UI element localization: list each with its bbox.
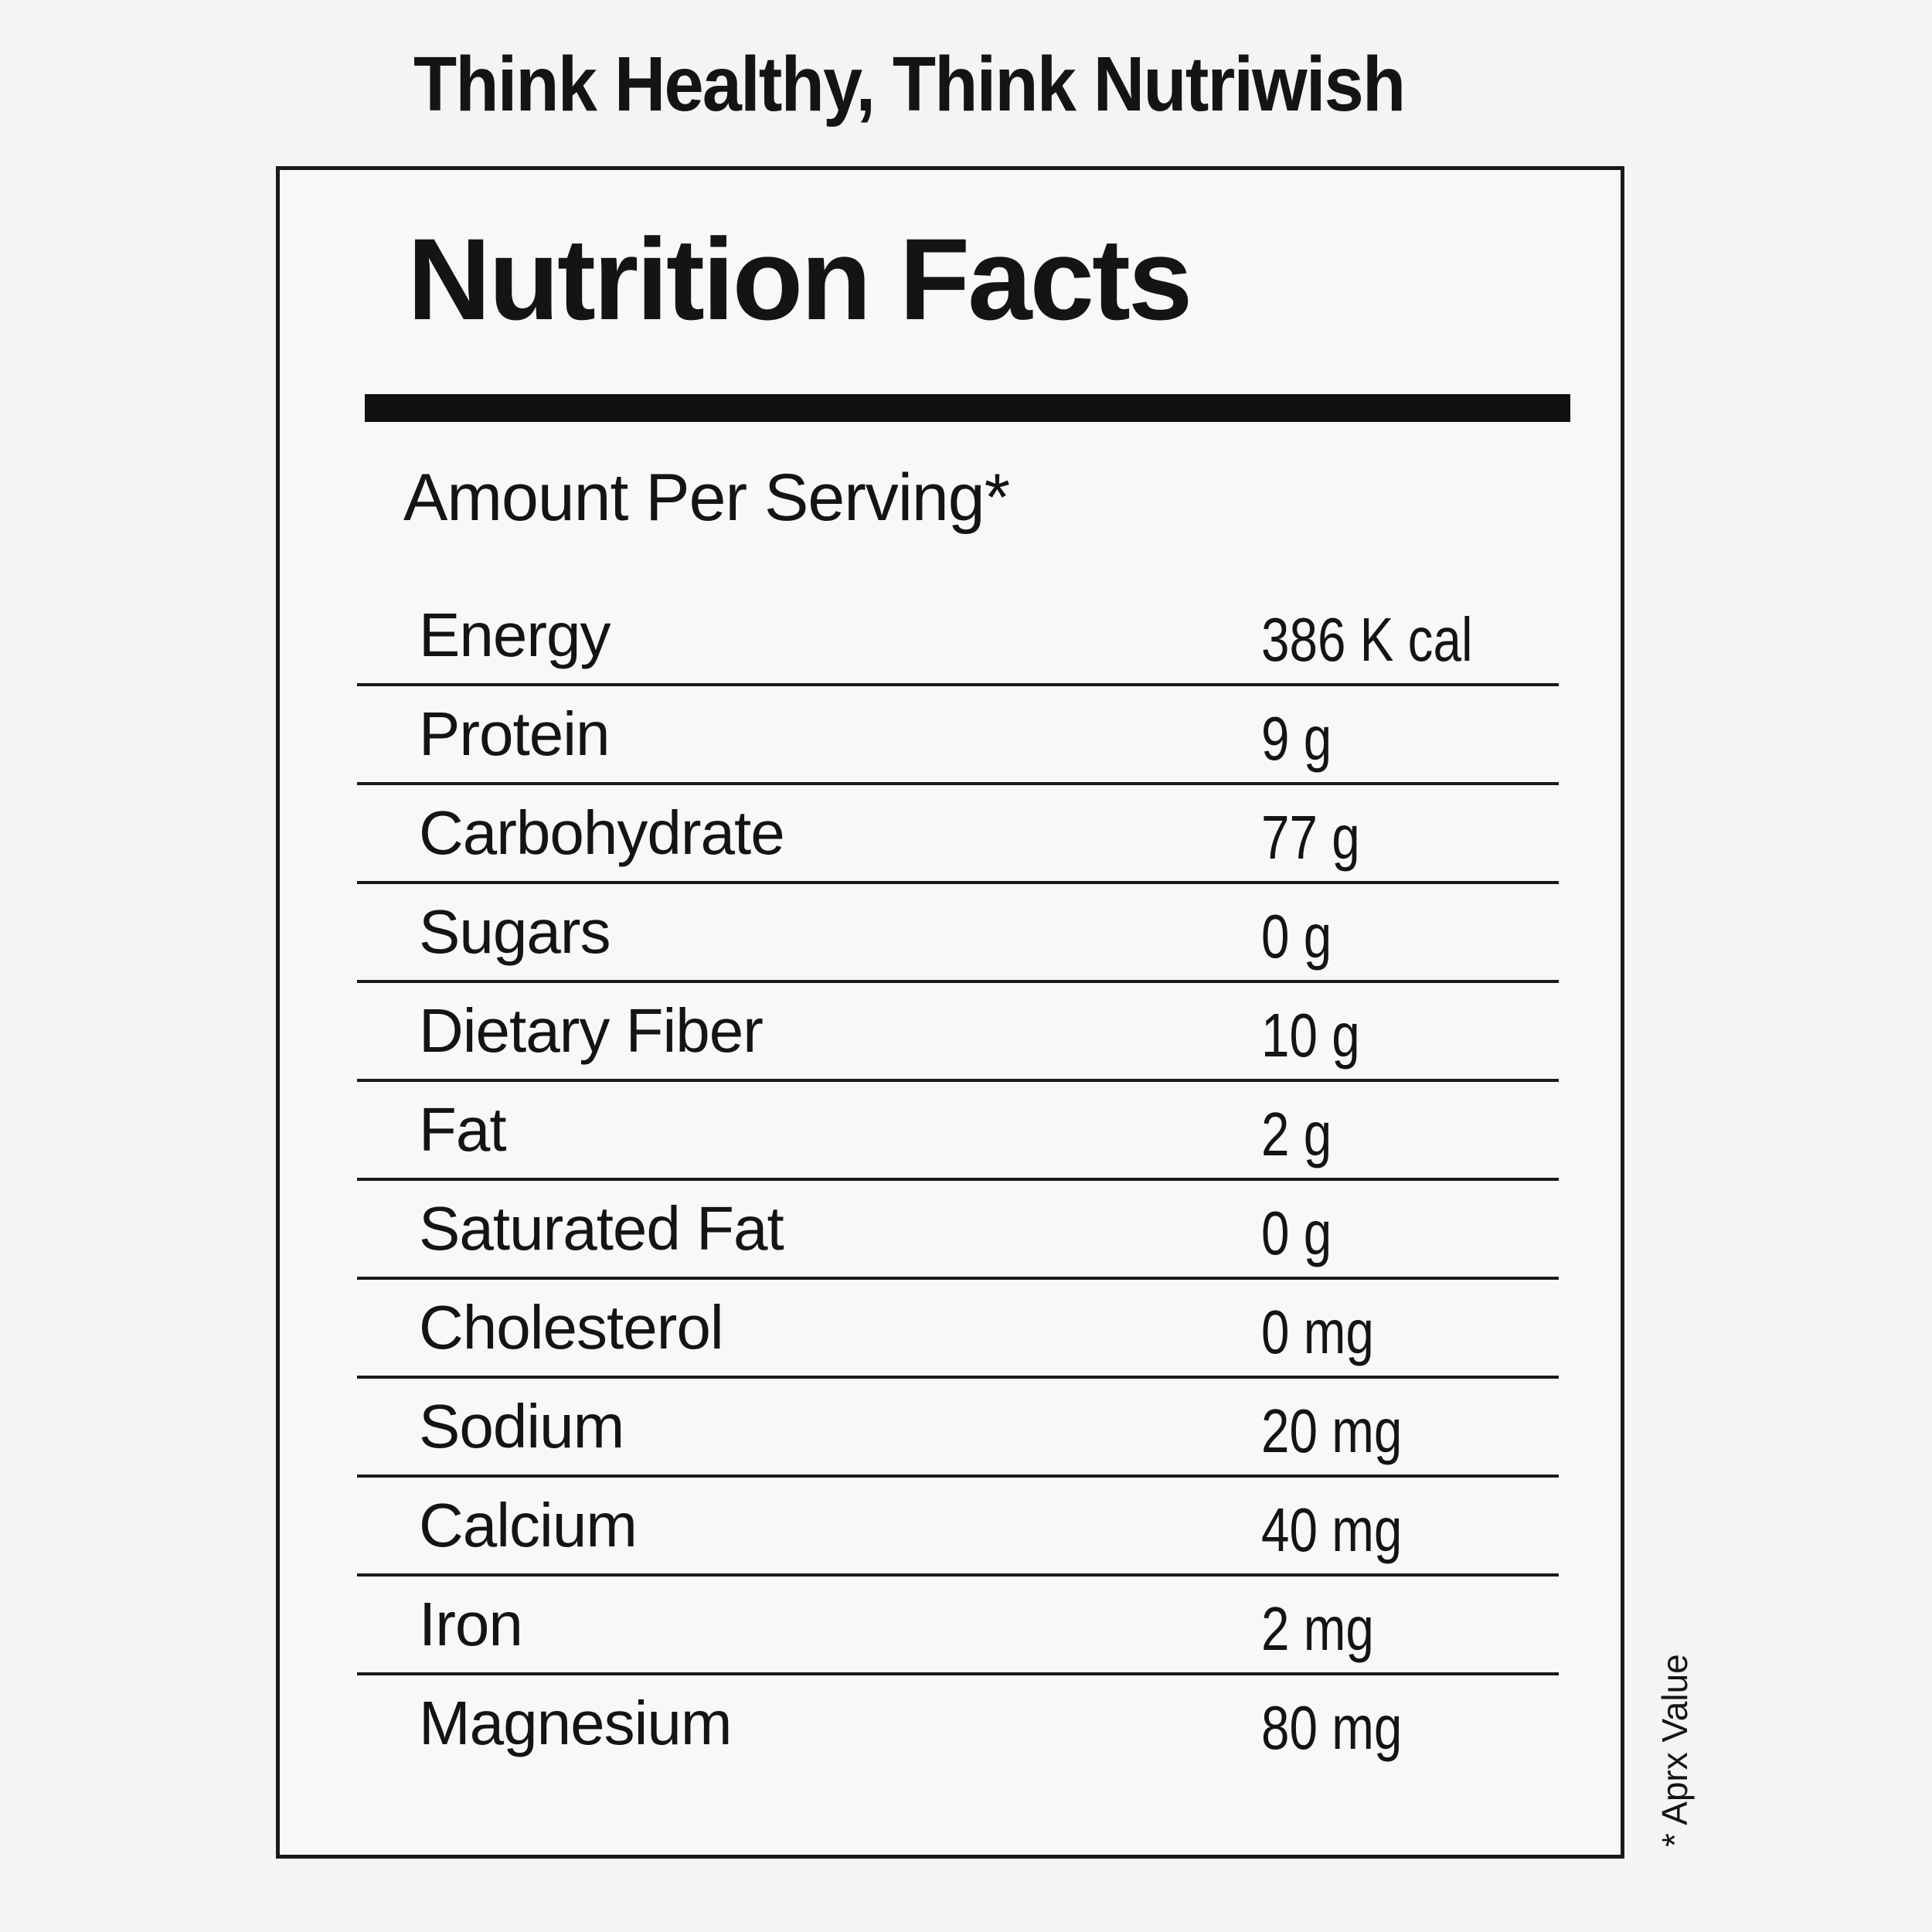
nutrient-name: Protein (419, 699, 610, 768)
nutrient-row-sodium: Sodium 20 mg (357, 1379, 1559, 1478)
nutrient-row-cholesterol: Cholesterol 0 mg (357, 1280, 1559, 1379)
nutrient-name: Calcium (419, 1491, 638, 1560)
nutrient-row-saturated-fat: Saturated Fat 0 g (357, 1181, 1559, 1280)
nutrient-value: 77 g (1261, 803, 1360, 872)
nutrient-value: 2 mg (1261, 1594, 1374, 1663)
nutrition-facts-title: Nutrition Facts (407, 214, 1192, 344)
nutrient-row-magnesium: Magnesium 80 mg (357, 1675, 1559, 1774)
nutrient-value: 10 g (1261, 1001, 1360, 1070)
nutrient-value: 0 mg (1261, 1298, 1374, 1366)
nutrient-name: Saturated Fat (419, 1194, 784, 1263)
nutrient-row-dietary-fiber: Dietary Fiber 10 g (357, 983, 1559, 1082)
nutrient-value: 80 mg (1261, 1693, 1403, 1762)
nutrient-row-energy: Energy 386 K cal (357, 587, 1559, 686)
nutrient-table: Energy 386 K cal Protein 9 g Carbohydrat… (357, 587, 1559, 1774)
approx-value-footnote: * Aprx Value (1655, 1654, 1695, 1847)
nutrient-row-iron: Iron 2 mg (357, 1577, 1559, 1675)
nutrient-row-fat: Fat 2 g (357, 1082, 1559, 1181)
nutrient-name: Iron (419, 1590, 523, 1658)
nutrient-name: Magnesium (419, 1689, 733, 1757)
nutrition-facts-panel: Nutrition Facts Amount Per Serving* Ener… (276, 166, 1624, 1859)
nutrient-row-sugars: Sugars 0 g (357, 884, 1559, 983)
nutrient-name: Fat (419, 1095, 507, 1164)
nutrient-name: Sugars (419, 897, 611, 966)
nutrient-value: 0 g (1261, 1199, 1332, 1267)
heavy-divider (365, 394, 1570, 422)
nutrient-name: Energy (419, 600, 611, 669)
nutrient-value: 386 K cal (1261, 605, 1473, 674)
nutrient-name: Carbohydrate (419, 798, 785, 867)
serving-heading: Amount Per Serving* (403, 461, 1010, 535)
nutrient-row-carbohydrate: Carbohydrate 77 g (357, 785, 1559, 884)
nutrient-value: 2 g (1261, 1100, 1332, 1168)
brand-tagline: Think Healthy, Think Nutriwish (413, 41, 1406, 128)
nutrient-value: 0 g (1261, 902, 1332, 971)
nutrient-name: Dietary Fiber (419, 996, 764, 1065)
nutrient-value: 9 g (1261, 704, 1332, 773)
nutrient-name: Sodium (419, 1392, 624, 1461)
nutrient-value: 40 mg (1261, 1495, 1403, 1564)
nutrient-name: Cholesterol (419, 1293, 724, 1362)
nutrient-row-calcium: Calcium 40 mg (357, 1478, 1559, 1577)
nutrient-row-protein: Protein 9 g (357, 686, 1559, 785)
nutrient-value: 20 mg (1261, 1396, 1403, 1465)
